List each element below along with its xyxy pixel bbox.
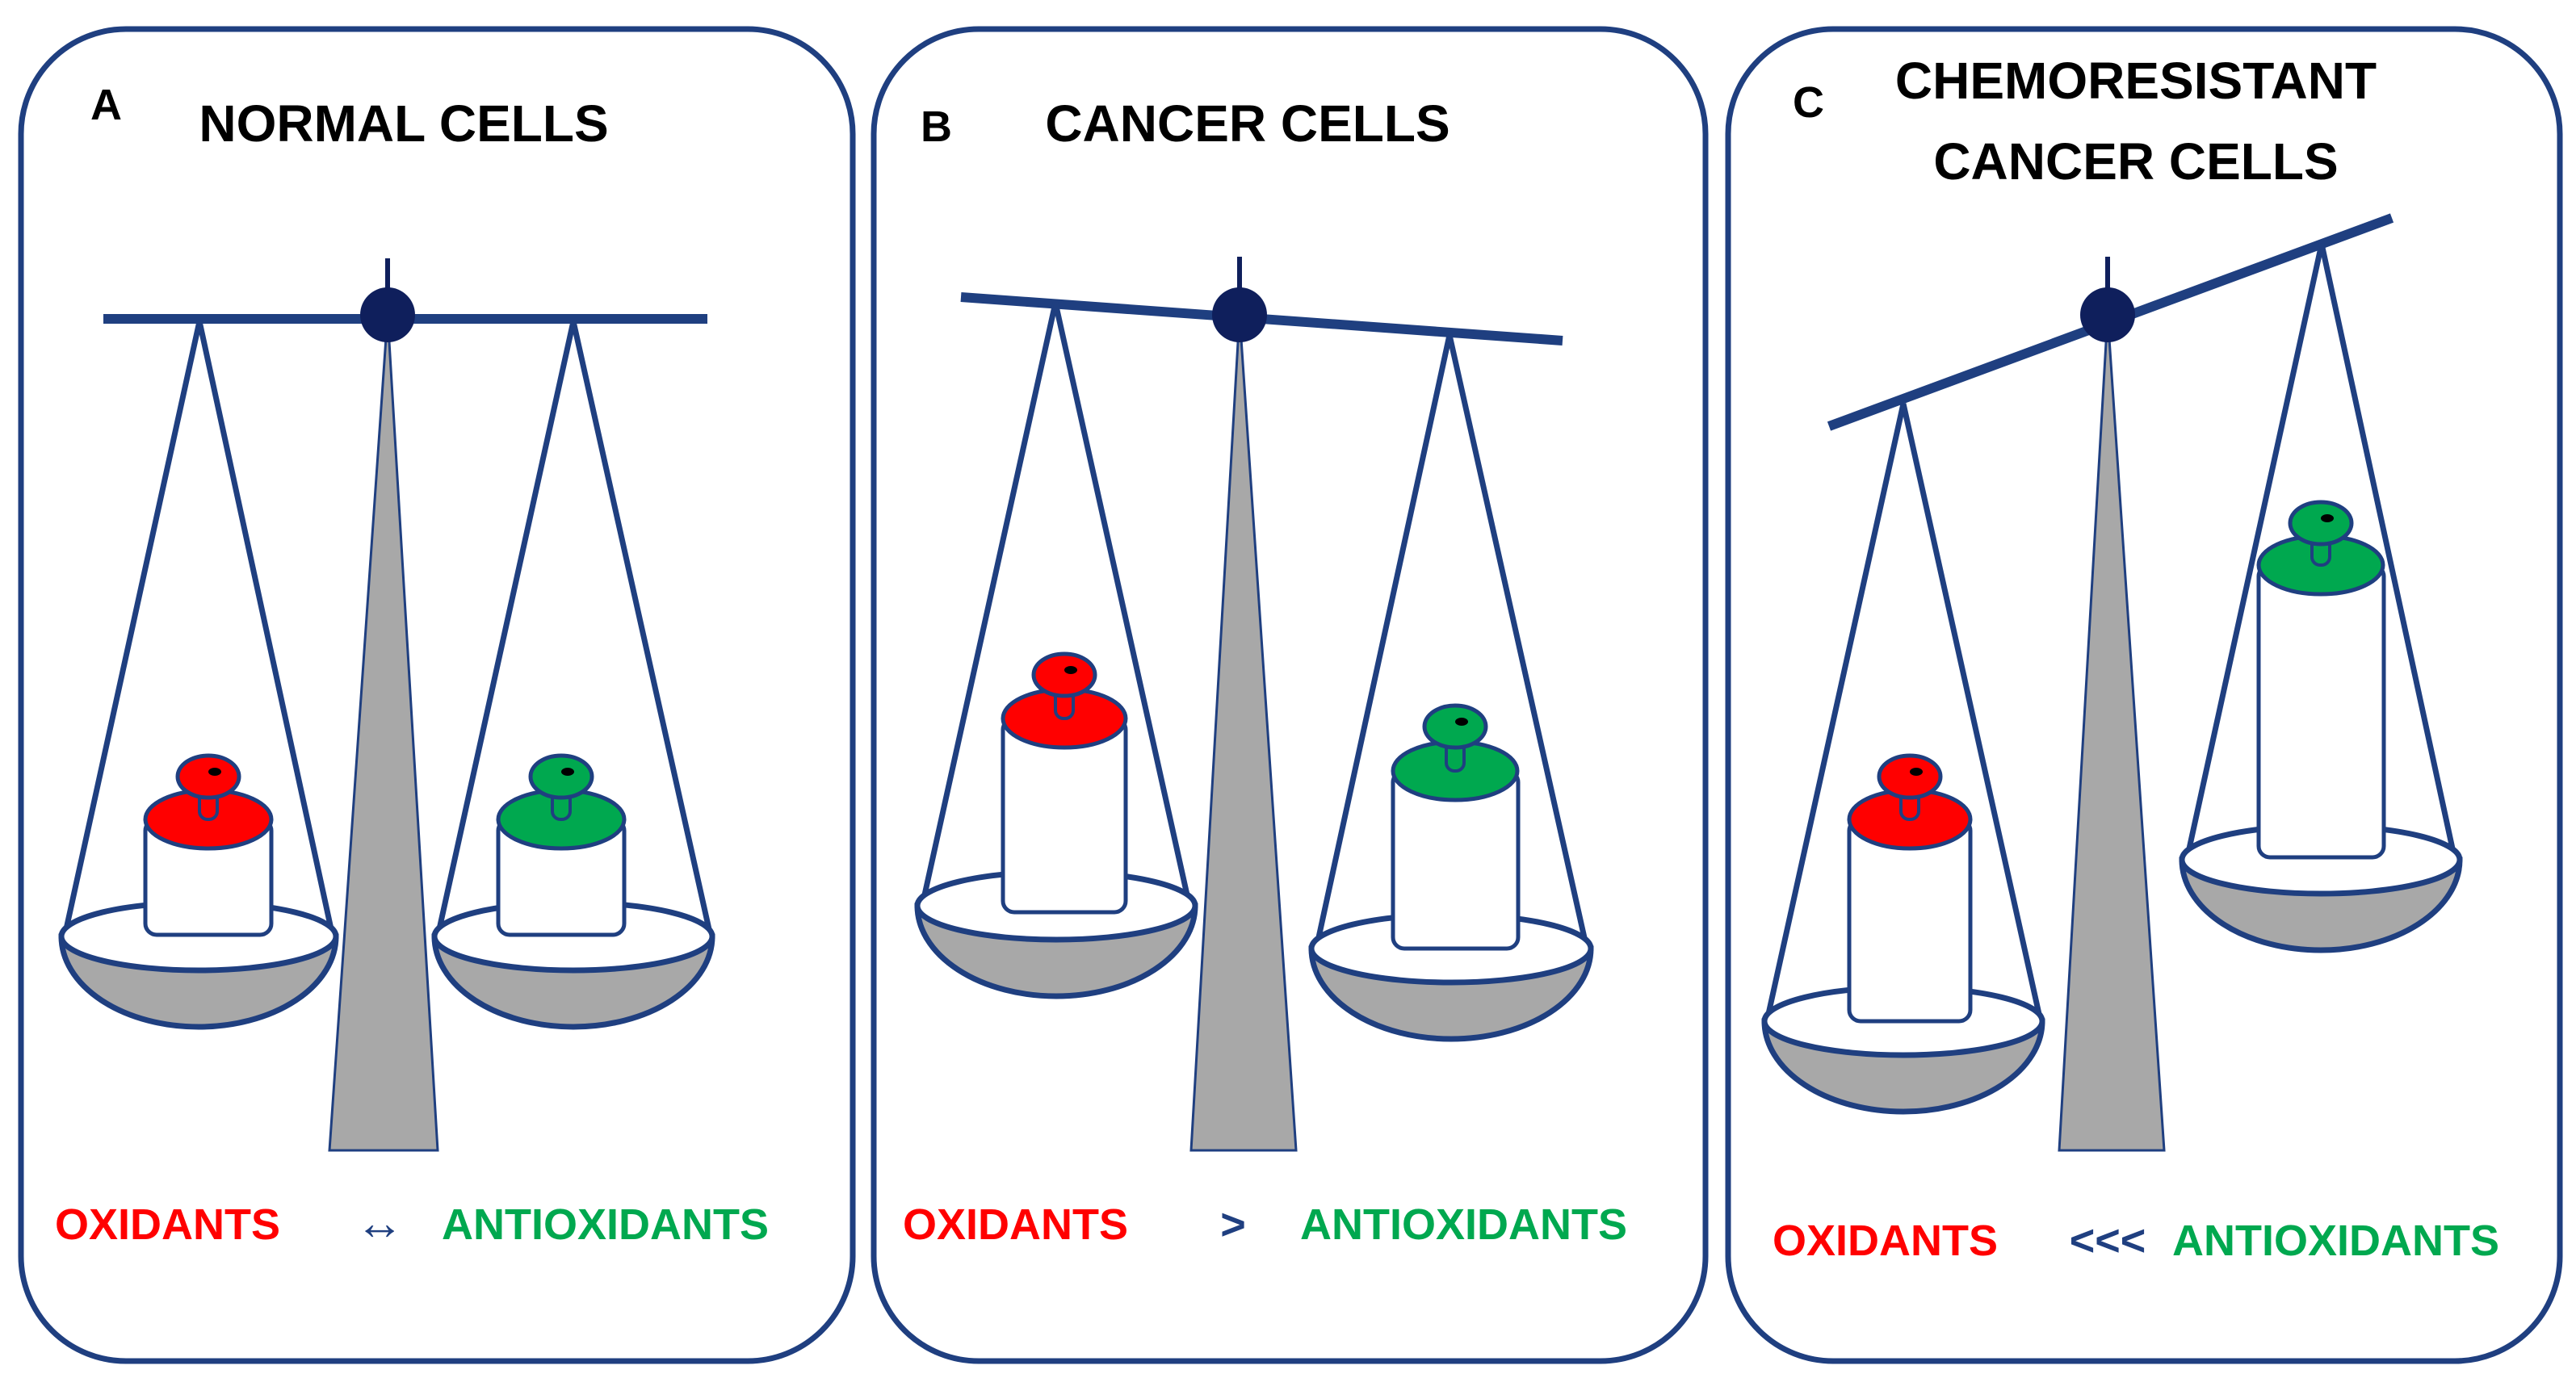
weight-hole	[1455, 718, 1468, 726]
pan-string	[196, 320, 336, 937]
antioxidant-weight	[496, 753, 627, 937]
panel-a-title: NORMAL CELLS	[199, 94, 608, 153]
relation-symbol: >	[1220, 1200, 1246, 1249]
oxidants-label: OXIDANTS	[1773, 1217, 1998, 1265]
stand-pillar	[328, 314, 439, 1152]
panel-c-title-line-1: CHEMORESISTANT	[1895, 52, 2377, 110]
weight-knob	[2288, 500, 2354, 547]
pan-string	[1313, 334, 1453, 949]
antioxidants-label: ANTIOXIDANTS	[442, 1200, 769, 1249]
pan-string	[570, 320, 714, 937]
oxidants-label: OXIDANTS	[903, 1200, 1128, 1249]
panel-a-frame	[18, 26, 856, 1364]
pan-string	[919, 302, 1059, 907]
antioxidants-label: ANTIOXIDANTS	[2172, 1217, 2499, 1265]
pan-string	[61, 320, 203, 937]
panel-c-letter: C	[1793, 78, 1824, 127]
weight-hole	[1064, 666, 1077, 674]
weight-hole	[561, 768, 574, 776]
panel-b-frame	[871, 26, 1709, 1364]
panel-b-title: CANCER CELLS	[1045, 94, 1450, 153]
pivot	[1212, 287, 1267, 342]
panel-b: B CANCER CELLS	[871, 26, 1709, 1364]
antioxidants-label: ANTIOXIDANTS	[1300, 1200, 1627, 1249]
relation-symbol: <<<	[2070, 1217, 2146, 1265]
weight-hole	[1910, 768, 1923, 776]
pivot	[2080, 287, 2135, 342]
weight-knob	[1877, 753, 1943, 800]
panel-c-frame	[1725, 26, 2563, 1364]
oxidant-weight	[1001, 651, 1128, 915]
weight-hole	[208, 768, 221, 776]
weight-knob	[528, 753, 594, 800]
weight-body	[2256, 563, 2386, 860]
weight-hole	[2321, 514, 2334, 522]
stand-pillar	[2058, 314, 2166, 1152]
pivot	[360, 287, 415, 342]
oxidant-weight	[1847, 753, 1973, 1024]
pan-string	[1900, 403, 2044, 1022]
relation-symbol: ↔	[355, 1196, 404, 1250]
pan-string	[434, 320, 577, 937]
weight-knob	[175, 753, 241, 800]
antioxidant-weight	[1391, 703, 1521, 951]
pan-string	[2318, 243, 2458, 861]
panel-a: A NORMAL CELLS	[18, 26, 856, 1364]
panel-b-letter: B	[921, 103, 952, 151]
panel-c-title-line-2: CANCER CELLS	[1933, 132, 2338, 191]
pan-string	[2184, 243, 2325, 861]
panel-a-letter: A	[90, 81, 122, 129]
right-pan	[2179, 243, 2463, 953]
oxidants-label: OXIDANTS	[55, 1200, 280, 1249]
oxidant-weight	[143, 753, 274, 937]
panel-c: C CHEMORESISTANT CANCER CELLS	[1725, 26, 2563, 1364]
weight-knob	[1031, 651, 1097, 698]
stand-pillar	[1189, 314, 1298, 1152]
weight-knob	[1422, 703, 1488, 750]
pan-string	[1764, 403, 1907, 1022]
pan-string	[1052, 302, 1193, 907]
pan-string	[1446, 334, 1590, 949]
antioxidant-weight	[2256, 500, 2386, 860]
